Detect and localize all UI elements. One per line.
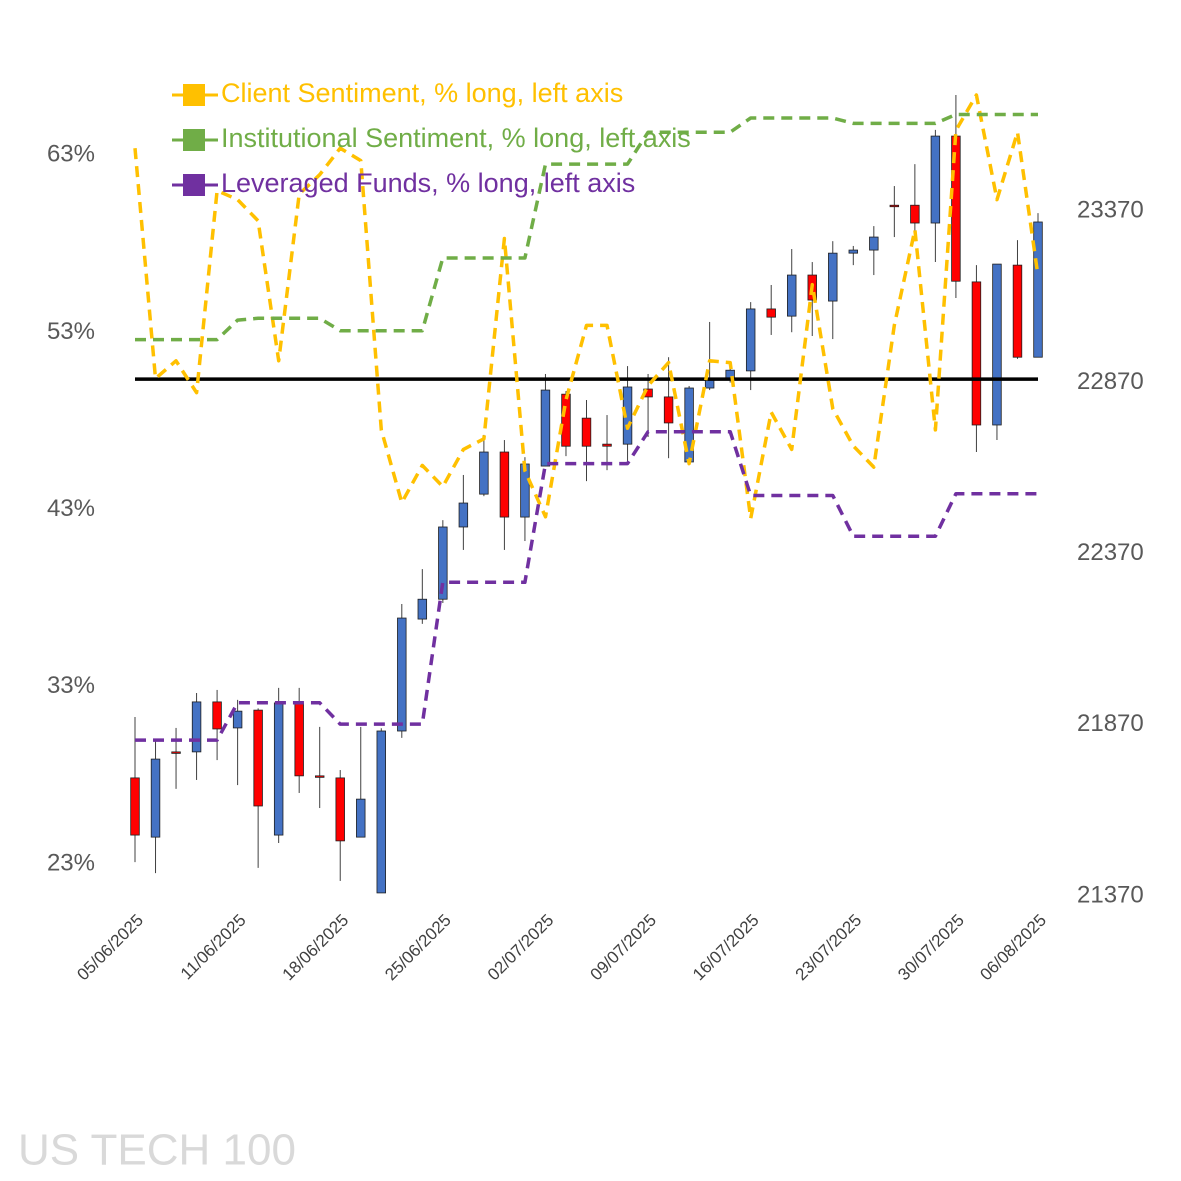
candle-body <box>663 396 674 424</box>
candle-body <box>910 204 920 224</box>
candle-body <box>1033 221 1043 358</box>
candle-body <box>397 617 407 732</box>
candle-body <box>376 730 386 894</box>
candle-body <box>191 701 202 753</box>
candle-body <box>520 463 530 518</box>
candle-body <box>273 702 284 836</box>
candle-body <box>253 709 263 807</box>
candle-body <box>356 798 366 838</box>
candle-body <box>150 758 161 838</box>
candle-body <box>232 710 243 729</box>
legend-swatch <box>183 84 205 106</box>
candle-body <box>171 751 181 754</box>
candle-body <box>540 389 551 467</box>
candle-body <box>745 308 756 372</box>
candle-body <box>581 417 592 447</box>
candle-body <box>766 308 776 318</box>
candle-body <box>971 281 982 426</box>
y-tick-label: 63% <box>47 141 95 168</box>
y-tick-label: 23% <box>47 849 95 876</box>
y2-tick-label: 23370 <box>1077 197 1144 224</box>
candle-body <box>314 775 325 778</box>
legend-swatch <box>183 174 205 196</box>
candle-body <box>1012 264 1023 358</box>
legend-label: Institutional Sentiment, % long, left ax… <box>221 123 691 153</box>
candle-body <box>212 701 222 730</box>
candle-body <box>438 526 448 600</box>
line-series <box>135 429 1038 742</box>
candle-body <box>417 598 428 620</box>
candle-body <box>992 263 1002 426</box>
candle-body <box>930 135 941 224</box>
y2-tick-label: 22870 <box>1077 368 1144 395</box>
candle-body <box>869 236 879 251</box>
candle-body <box>602 443 612 447</box>
candle-body <box>828 252 838 302</box>
candle-body <box>787 274 797 317</box>
candle-body <box>499 451 510 518</box>
candle-body <box>294 702 304 777</box>
y2-tick-label: 21370 <box>1077 881 1144 908</box>
legend-swatch <box>183 129 205 151</box>
y2-tick-label: 21870 <box>1077 710 1144 737</box>
candle-body <box>561 393 571 447</box>
y-tick-label: 53% <box>47 318 95 345</box>
candle-body <box>130 777 140 836</box>
candle-body <box>335 777 345 842</box>
legend-label: Client Sentiment, % long, left axis <box>221 78 623 108</box>
candle-body <box>889 204 900 208</box>
legend-label: Leveraged Funds, % long, left axis <box>221 168 635 198</box>
y2-tick-label: 22370 <box>1077 539 1144 566</box>
candle-body <box>458 502 469 528</box>
y-tick-label: 43% <box>47 495 95 522</box>
line-series <box>133 93 1040 521</box>
y-tick-label: 33% <box>47 672 95 699</box>
candle-body <box>848 249 859 254</box>
watermark: US TECH 100 <box>18 1126 296 1175</box>
candle-body <box>479 451 489 495</box>
